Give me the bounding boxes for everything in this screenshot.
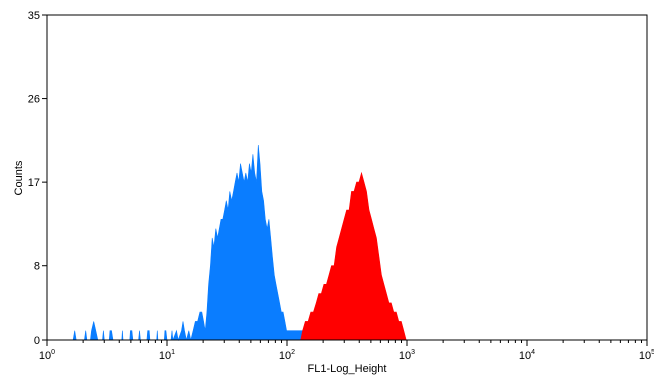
x-tick-label: 105	[639, 349, 654, 362]
histogram-series-2	[300, 171, 407, 341]
x-tick-label: 100	[39, 349, 55, 362]
x-tick-label: 104	[519, 349, 535, 362]
x-tick-label: 101	[159, 349, 175, 362]
x-tick-label: 103	[399, 349, 415, 362]
y-tick-label: 35	[28, 10, 40, 22]
x-axis: 100 101 102 103 104 105	[39, 340, 654, 362]
y-tick-label: 8	[34, 261, 40, 273]
x-axis-label: FL1-Log_Height	[308, 363, 387, 375]
x-tick-label: 102	[279, 349, 295, 362]
y-tick-label: 26	[28, 94, 40, 106]
y-tick-label: 0	[34, 335, 40, 347]
y-axis-label: Counts	[13, 160, 25, 195]
plot-frame	[46, 14, 648, 341]
y-tick-label: 17	[28, 177, 40, 189]
y-axis: 0 8 17 26 35	[28, 10, 47, 347]
